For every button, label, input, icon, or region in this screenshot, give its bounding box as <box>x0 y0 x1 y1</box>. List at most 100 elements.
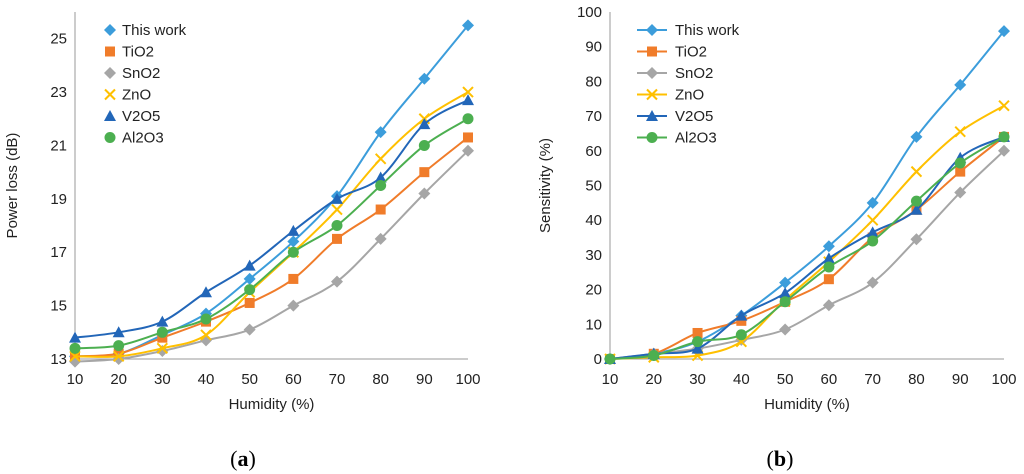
y-tick-label: 25 <box>50 31 67 48</box>
data-point <box>243 323 256 336</box>
legend-label: This work <box>122 22 187 39</box>
data-point <box>648 350 660 362</box>
x-tick-label: 10 <box>67 371 84 388</box>
panel-caption: (b) <box>767 446 794 471</box>
series-line <box>609 30 1005 360</box>
series-line <box>609 136 1005 360</box>
y-tick-label: 70 <box>585 108 602 125</box>
legend-item: TiO2 <box>637 44 707 61</box>
data-point <box>156 342 169 355</box>
x-tick-label: 70 <box>864 371 881 388</box>
legend-label: SnO2 <box>122 65 160 82</box>
data-point <box>954 126 966 138</box>
data-point <box>822 299 835 312</box>
data-point <box>243 259 256 271</box>
legend-label: Al2O3 <box>122 130 164 147</box>
data-point <box>998 99 1010 112</box>
data-point <box>156 315 169 327</box>
y-tick-label: 90 <box>585 39 602 56</box>
legend-marker <box>647 46 657 57</box>
data-point <box>866 214 879 226</box>
data-point <box>287 235 300 248</box>
legend-item: This work <box>637 22 740 39</box>
data-point <box>604 353 616 365</box>
legend: This work TiO2 SnO2 ZnO V2O5 Al2O3 <box>637 22 740 147</box>
legend-marker <box>104 67 116 79</box>
legend-label: This work <box>675 22 740 39</box>
legend-label: TiO2 <box>122 44 154 61</box>
data-point <box>954 78 967 91</box>
data-point <box>200 286 212 298</box>
legend-item: SnO2 <box>104 65 160 82</box>
y-tick-label: 30 <box>585 247 602 264</box>
series-line <box>74 150 469 363</box>
x-tick-label: 100 <box>991 371 1016 388</box>
data-point <box>691 342 704 354</box>
data-point <box>462 94 474 106</box>
data-point <box>735 309 748 321</box>
data-point <box>287 246 299 258</box>
data-point <box>113 340 125 352</box>
legend-item: Al2O3 <box>104 130 164 147</box>
data-point <box>735 329 747 341</box>
data-point <box>692 327 703 338</box>
x-tick-label: 50 <box>777 371 794 388</box>
data-point <box>779 296 791 308</box>
x-axis-label: Humidity (%) <box>229 396 315 413</box>
data-point <box>736 315 747 326</box>
legend-marker <box>104 132 116 143</box>
x-tick-label: 70 <box>329 371 346 388</box>
y-tick-label: 60 <box>585 143 602 160</box>
data-point <box>955 166 966 177</box>
legend-item: This work <box>104 22 187 39</box>
x-tick-label: 50 <box>241 371 258 388</box>
y-tick-label: 50 <box>585 178 602 195</box>
data-point <box>418 139 430 151</box>
panel-caption-letter: b <box>774 446 786 471</box>
data-point <box>69 350 81 363</box>
legend-label: SnO2 <box>675 65 713 82</box>
series-line <box>74 91 469 358</box>
data-point <box>779 323 792 336</box>
data-point <box>822 240 835 253</box>
x-tick-label: 20 <box>110 371 127 388</box>
series-line <box>609 150 1005 360</box>
legend-marker <box>646 67 658 79</box>
x-tick-label: 60 <box>821 371 838 388</box>
x-axis-label: Humidity (%) <box>764 396 850 413</box>
y-tick-label: 15 <box>50 298 67 315</box>
data-point <box>998 144 1010 157</box>
x-tick-label: 80 <box>908 371 925 388</box>
series-al2o3 <box>69 113 474 354</box>
legend-label: Al2O3 <box>675 130 717 147</box>
series-line <box>609 104 1005 360</box>
series-line <box>74 117 469 350</box>
series-tio2 <box>605 131 1009 364</box>
legend: This work TiO2 SnO2 ZnO V2O5 Al2O3 <box>104 22 187 147</box>
data-point <box>910 195 922 207</box>
legend-label: ZnO <box>122 87 151 104</box>
data-point <box>998 131 1010 143</box>
data-point <box>375 204 386 215</box>
data-point <box>418 72 431 85</box>
data-point <box>954 186 967 199</box>
data-point <box>823 261 835 273</box>
data-point <box>374 171 387 183</box>
data-point <box>418 118 431 130</box>
series-v2o5 <box>604 130 1010 364</box>
data-point <box>243 272 256 285</box>
panel-caption-letter: a <box>238 446 249 471</box>
x-tick-label: 40 <box>198 371 215 388</box>
data-point <box>866 226 879 238</box>
data-point <box>69 331 81 343</box>
series-tio2 <box>70 132 473 362</box>
series-this-work <box>604 25 1010 365</box>
data-point <box>331 220 343 232</box>
series-line <box>609 136 1005 360</box>
legend-marker <box>104 88 116 101</box>
data-point <box>200 329 212 341</box>
legend-marker <box>646 88 658 101</box>
x-tick-label: 40 <box>733 371 750 388</box>
